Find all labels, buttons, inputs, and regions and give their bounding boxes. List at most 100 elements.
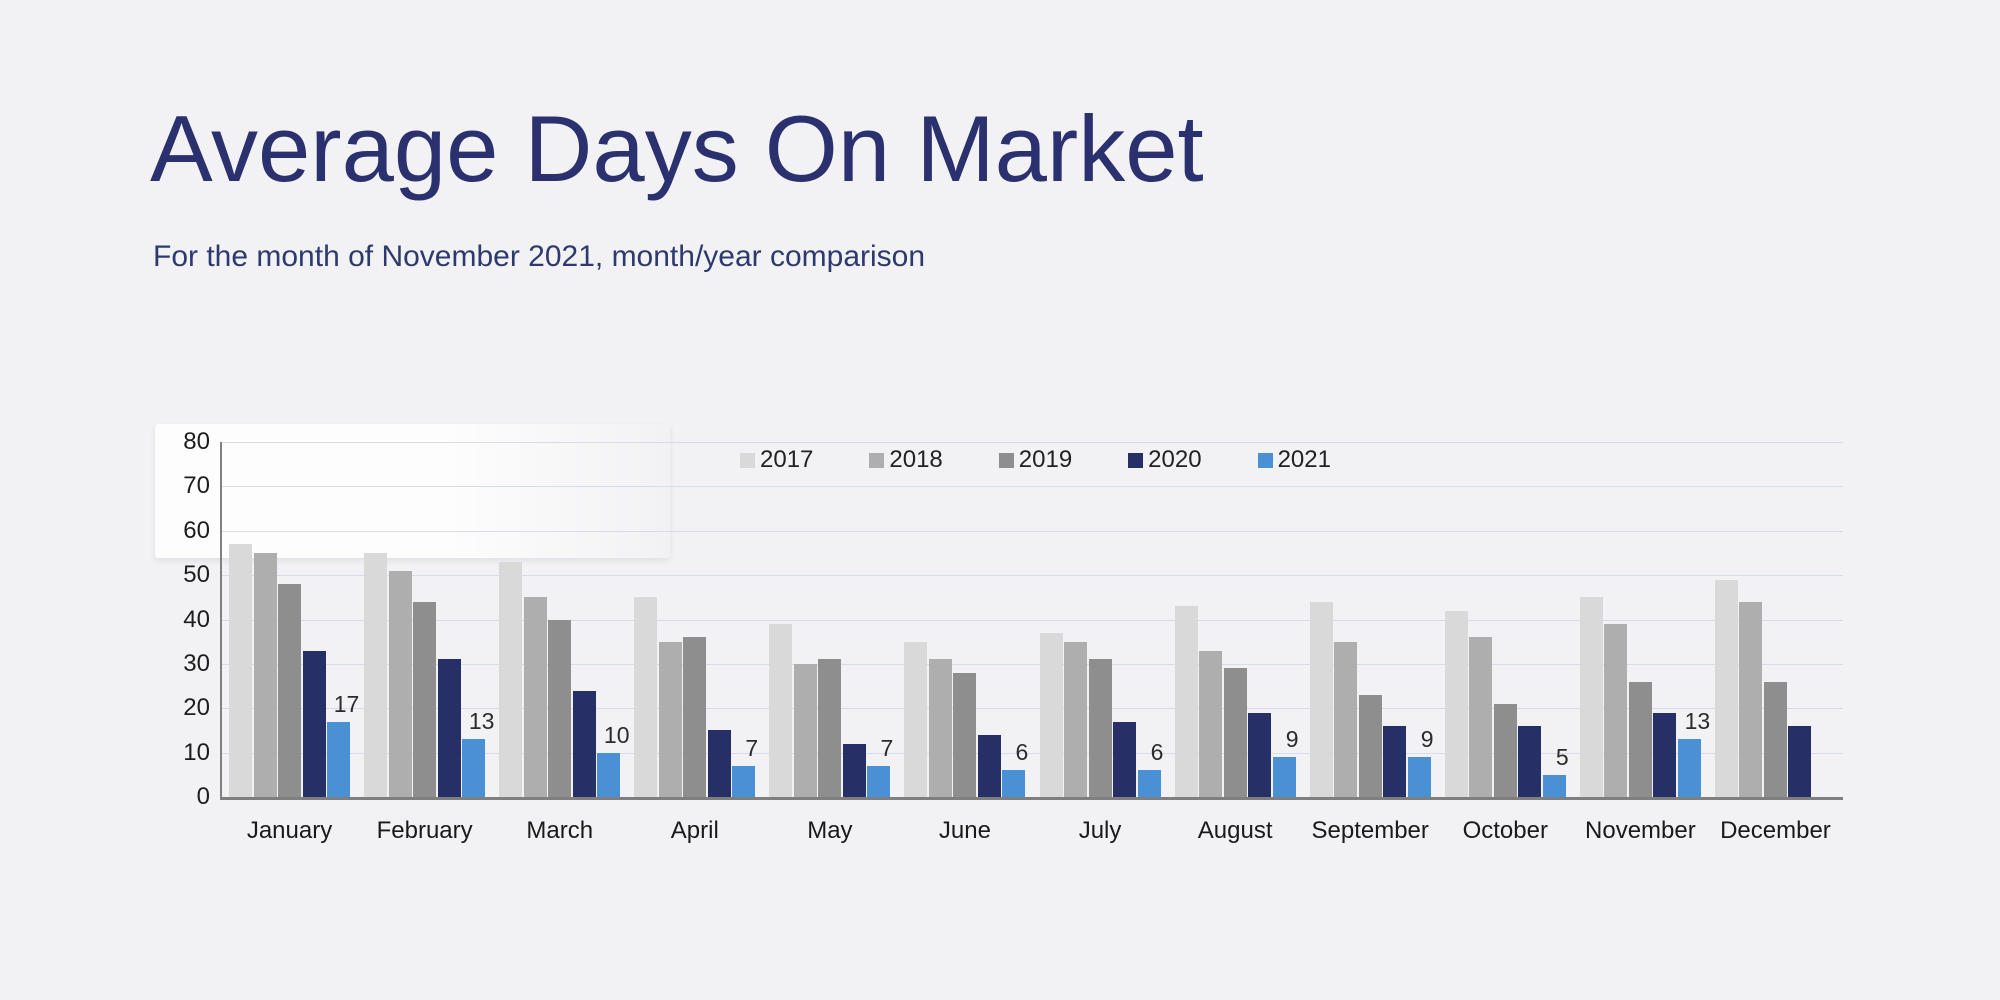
- x-category-label-september: September: [1311, 817, 1429, 844]
- y-tick-label: 10: [183, 738, 210, 766]
- gridline-50: [222, 575, 1843, 577]
- gridline-60: [222, 530, 1843, 532]
- bar-2019-april: [683, 637, 707, 797]
- bar-2020-may: [842, 743, 866, 797]
- bar-value-label: 5: [1555, 743, 1569, 770]
- bar-2018-december: [1739, 601, 1763, 797]
- bar-2020-april: [707, 730, 731, 797]
- bar-2019-july: [1088, 659, 1112, 797]
- bar-value-label: 9: [1420, 726, 1434, 753]
- page-title: Average Days On Market: [150, 96, 1204, 201]
- legend-item-2020: 2020: [1128, 446, 1202, 474]
- gridline-40: [222, 619, 1843, 621]
- x-category-label-november: November: [1585, 817, 1696, 844]
- bar-2020-march: [572, 690, 596, 797]
- bar-2017-november: [1579, 597, 1603, 797]
- background-highlight-panel: [155, 424, 670, 558]
- bar-2019-january: [278, 584, 302, 797]
- page-subtitle: For the month of November 2021, month/ye…: [153, 240, 926, 273]
- legend-swatch-2021: [1257, 452, 1273, 468]
- bar-2018-august: [1199, 650, 1223, 797]
- bar-2019-march: [548, 619, 572, 797]
- x-category-label-october: October: [1462, 817, 1548, 844]
- bar-2021-september: [1407, 757, 1431, 797]
- legend-label-2021: 2021: [1277, 446, 1331, 473]
- bar-2018-november: [1604, 623, 1628, 797]
- bar-2017-january: [229, 544, 253, 797]
- bar-2020-february: [437, 659, 461, 797]
- bar-2020-july: [1113, 721, 1137, 797]
- legend-item-2019: 2019: [998, 446, 1072, 474]
- bar-2018-january: [253, 552, 277, 797]
- x-category-label-december: December: [1720, 817, 1831, 844]
- x-category-label-july: July: [1078, 817, 1122, 844]
- bar-2021-april: [732, 765, 756, 797]
- bar-2019-june: [953, 672, 977, 797]
- bar-2021-august: [1272, 757, 1296, 797]
- y-tick-label: 0: [196, 783, 210, 810]
- bar-2018-april: [658, 641, 682, 797]
- x-category-label-august: August: [1197, 817, 1273, 844]
- bar-2020-august: [1248, 712, 1272, 797]
- legend-item-2021: 2021: [1257, 446, 1331, 474]
- bar-2019-may: [818, 659, 842, 797]
- bar-value-label: 13: [468, 708, 495, 735]
- legend-label-2017: 2017: [760, 446, 814, 473]
- chart-legend: 2017 2018 2019 2020 2021: [740, 446, 1331, 474]
- bar-2020-september: [1383, 726, 1407, 797]
- y-tick-label: 50: [183, 561, 210, 589]
- legend-swatch-2020: [1128, 452, 1144, 468]
- bar-value-label: 7: [745, 734, 759, 761]
- bar-value-label: 9: [1285, 726, 1299, 753]
- gridline-30: [222, 663, 1843, 665]
- bar-2017-december: [1714, 579, 1738, 797]
- gridline-10: [222, 752, 1843, 754]
- bar-2019-february: [413, 601, 437, 797]
- bar-2017-june: [904, 641, 928, 797]
- y-tick-label: 30: [183, 649, 210, 677]
- x-category-label-april: April: [670, 817, 719, 844]
- x-category-label-may: May: [807, 817, 853, 844]
- bar-2018-may: [793, 663, 817, 797]
- x-category-label-june: June: [938, 817, 991, 844]
- bar-2018-july: [1064, 641, 1088, 797]
- bar-2017-march: [499, 561, 523, 797]
- x-axis: [220, 797, 1843, 800]
- bar-2017-february: [364, 552, 388, 797]
- bar-2019-august: [1223, 668, 1247, 797]
- legend-label-2018: 2018: [889, 446, 943, 473]
- y-tick-label: 40: [183, 605, 210, 633]
- bar-2017-may: [769, 623, 793, 797]
- bar-value-label: 17: [333, 690, 360, 717]
- legend-item-2017: 2017: [740, 446, 813, 474]
- gridline-20: [222, 708, 1843, 710]
- y-tick-label: 60: [183, 516, 210, 544]
- y-axis: [220, 442, 222, 797]
- bar-2017-july: [1039, 632, 1063, 797]
- bar-value-label: 6: [1015, 739, 1029, 766]
- bar-2020-june: [977, 734, 1001, 797]
- bar-2018-september: [1334, 641, 1358, 797]
- legend-item-2018: 2018: [869, 446, 943, 474]
- bar-2019-october: [1493, 703, 1517, 797]
- bar-2021-february: [462, 739, 486, 797]
- gridline-70: [222, 486, 1843, 488]
- bar-2018-june: [928, 659, 952, 797]
- bar-2019-november: [1628, 681, 1652, 797]
- legend-label-2020: 2020: [1148, 446, 1202, 473]
- bar-2021-july: [1137, 770, 1161, 797]
- bar-2017-april: [634, 597, 658, 797]
- bar-2020-november: [1653, 712, 1677, 797]
- bar-value-label: 6: [1150, 739, 1164, 766]
- bar-2021-march: [597, 752, 621, 797]
- bar-2018-march: [523, 597, 547, 797]
- bar-2017-october: [1444, 610, 1468, 797]
- bar-value-label: 7: [880, 734, 894, 761]
- y-tick-label: 20: [183, 694, 210, 722]
- bar-2019-december: [1763, 681, 1787, 797]
- y-tick-label: 70: [183, 472, 210, 500]
- legend-swatch-2018: [869, 452, 885, 468]
- bar-2020-january: [302, 650, 326, 797]
